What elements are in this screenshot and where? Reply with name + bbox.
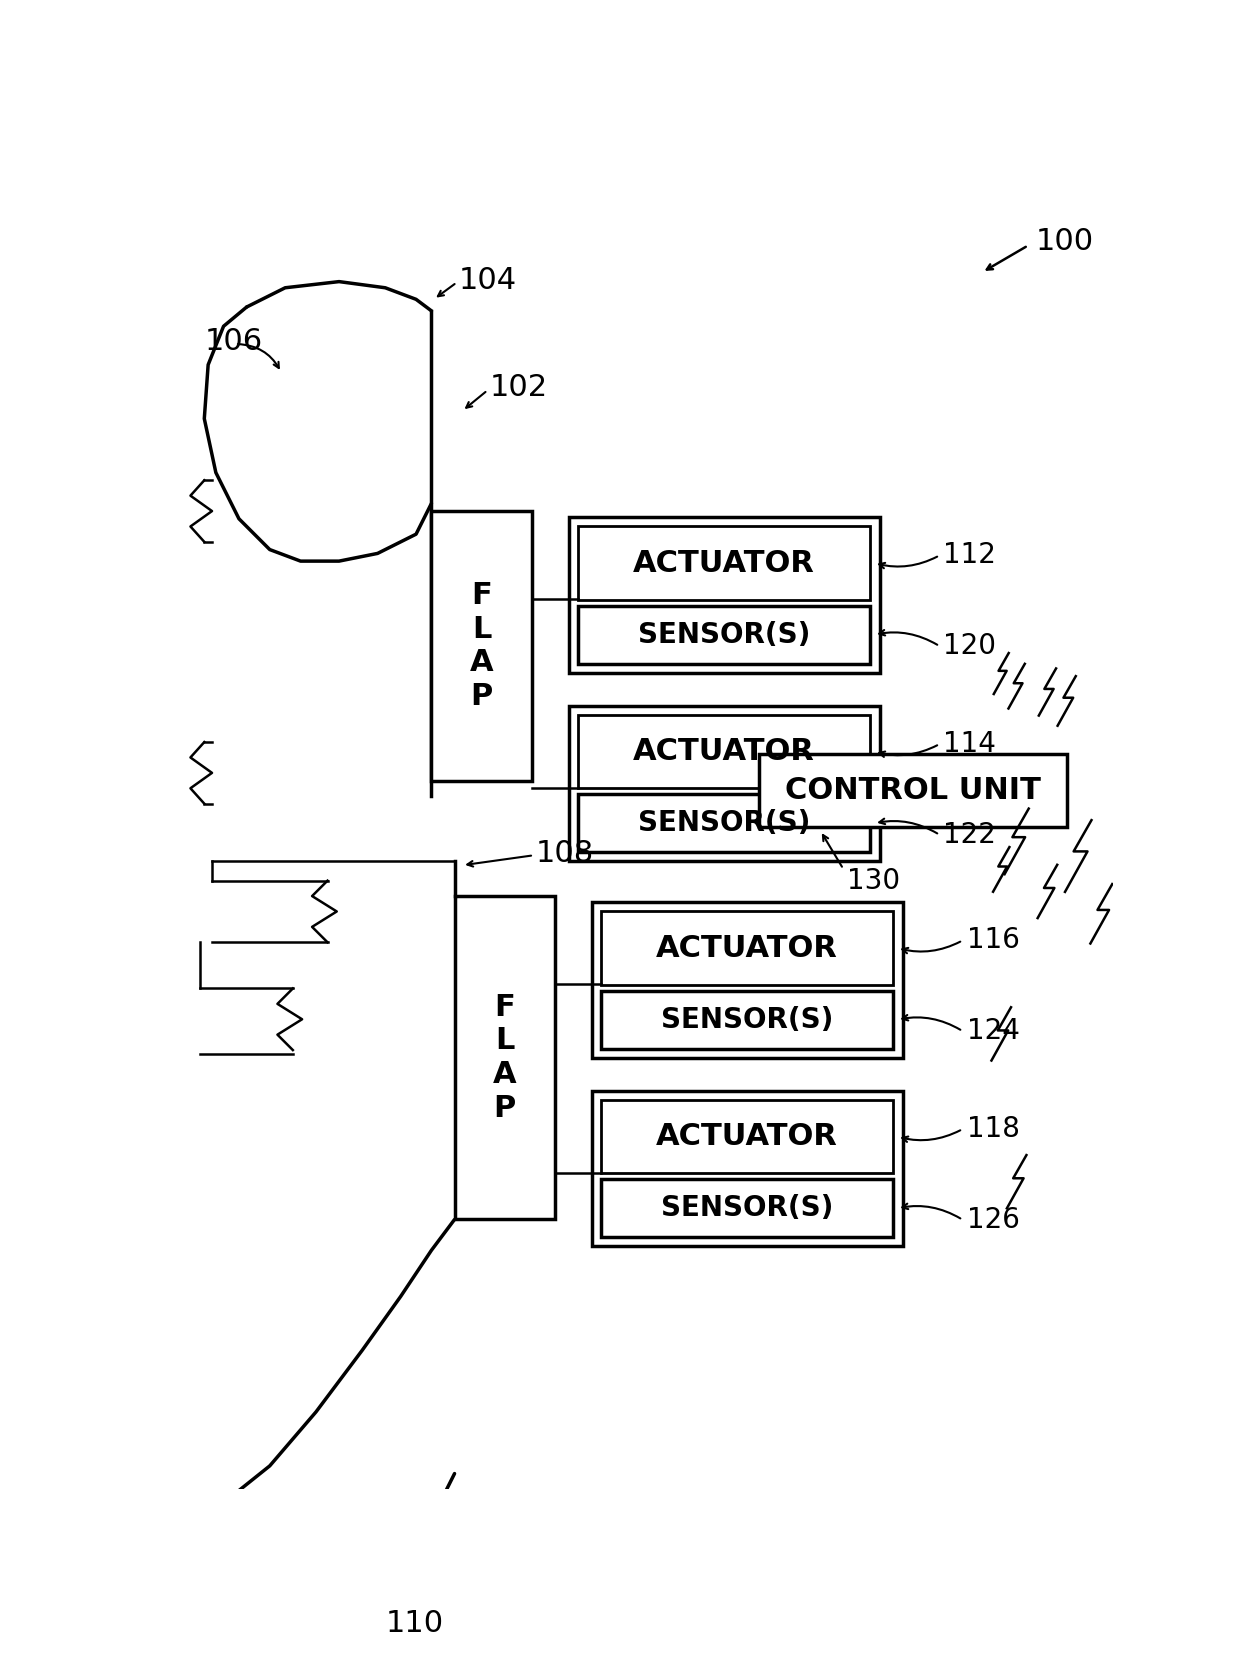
Text: SENSOR(S): SENSOR(S) <box>661 1005 833 1034</box>
Text: 124: 124 <box>967 1017 1019 1046</box>
Text: SENSOR(S): SENSOR(S) <box>661 1195 833 1223</box>
Text: F
L
A
P: F L A P <box>470 581 494 711</box>
Text: 122: 122 <box>944 821 997 848</box>
Text: 110: 110 <box>386 1609 444 1638</box>
Text: ACTUATOR: ACTUATOR <box>656 1123 838 1151</box>
Text: 106: 106 <box>205 328 263 356</box>
Bar <box>578 795 870 852</box>
Text: 104: 104 <box>459 266 517 294</box>
Text: 102: 102 <box>490 373 547 403</box>
Bar <box>578 606 870 664</box>
Bar <box>432 510 532 781</box>
Text: 126: 126 <box>967 1206 1019 1235</box>
Bar <box>591 1091 903 1246</box>
Bar <box>601 1179 894 1236</box>
Text: 112: 112 <box>944 542 997 569</box>
Text: ACTUATOR: ACTUATOR <box>634 549 815 577</box>
Text: ACTUATOR: ACTUATOR <box>634 738 815 766</box>
Text: 116: 116 <box>967 927 1019 954</box>
Bar <box>601 990 894 1049</box>
Text: SENSOR(S): SENSOR(S) <box>637 621 810 649</box>
Bar <box>601 1101 894 1173</box>
Text: 118: 118 <box>967 1114 1019 1143</box>
Text: ACTUATOR: ACTUATOR <box>656 934 838 962</box>
Text: 130: 130 <box>847 867 900 895</box>
Bar <box>591 902 903 1057</box>
Bar <box>601 912 894 985</box>
Text: 120: 120 <box>944 632 997 661</box>
Text: SENSOR(S): SENSOR(S) <box>637 810 810 836</box>
Bar <box>578 527 870 599</box>
Bar <box>759 753 1066 826</box>
Bar <box>578 714 870 788</box>
Text: 100: 100 <box>1035 228 1094 256</box>
Bar <box>568 706 879 862</box>
Bar <box>455 897 554 1220</box>
Bar <box>568 517 879 673</box>
Text: F
L
A
P: F L A P <box>492 992 516 1123</box>
Text: CONTROL UNIT: CONTROL UNIT <box>785 776 1040 805</box>
Text: 108: 108 <box>536 840 594 868</box>
Text: 114: 114 <box>944 729 997 758</box>
